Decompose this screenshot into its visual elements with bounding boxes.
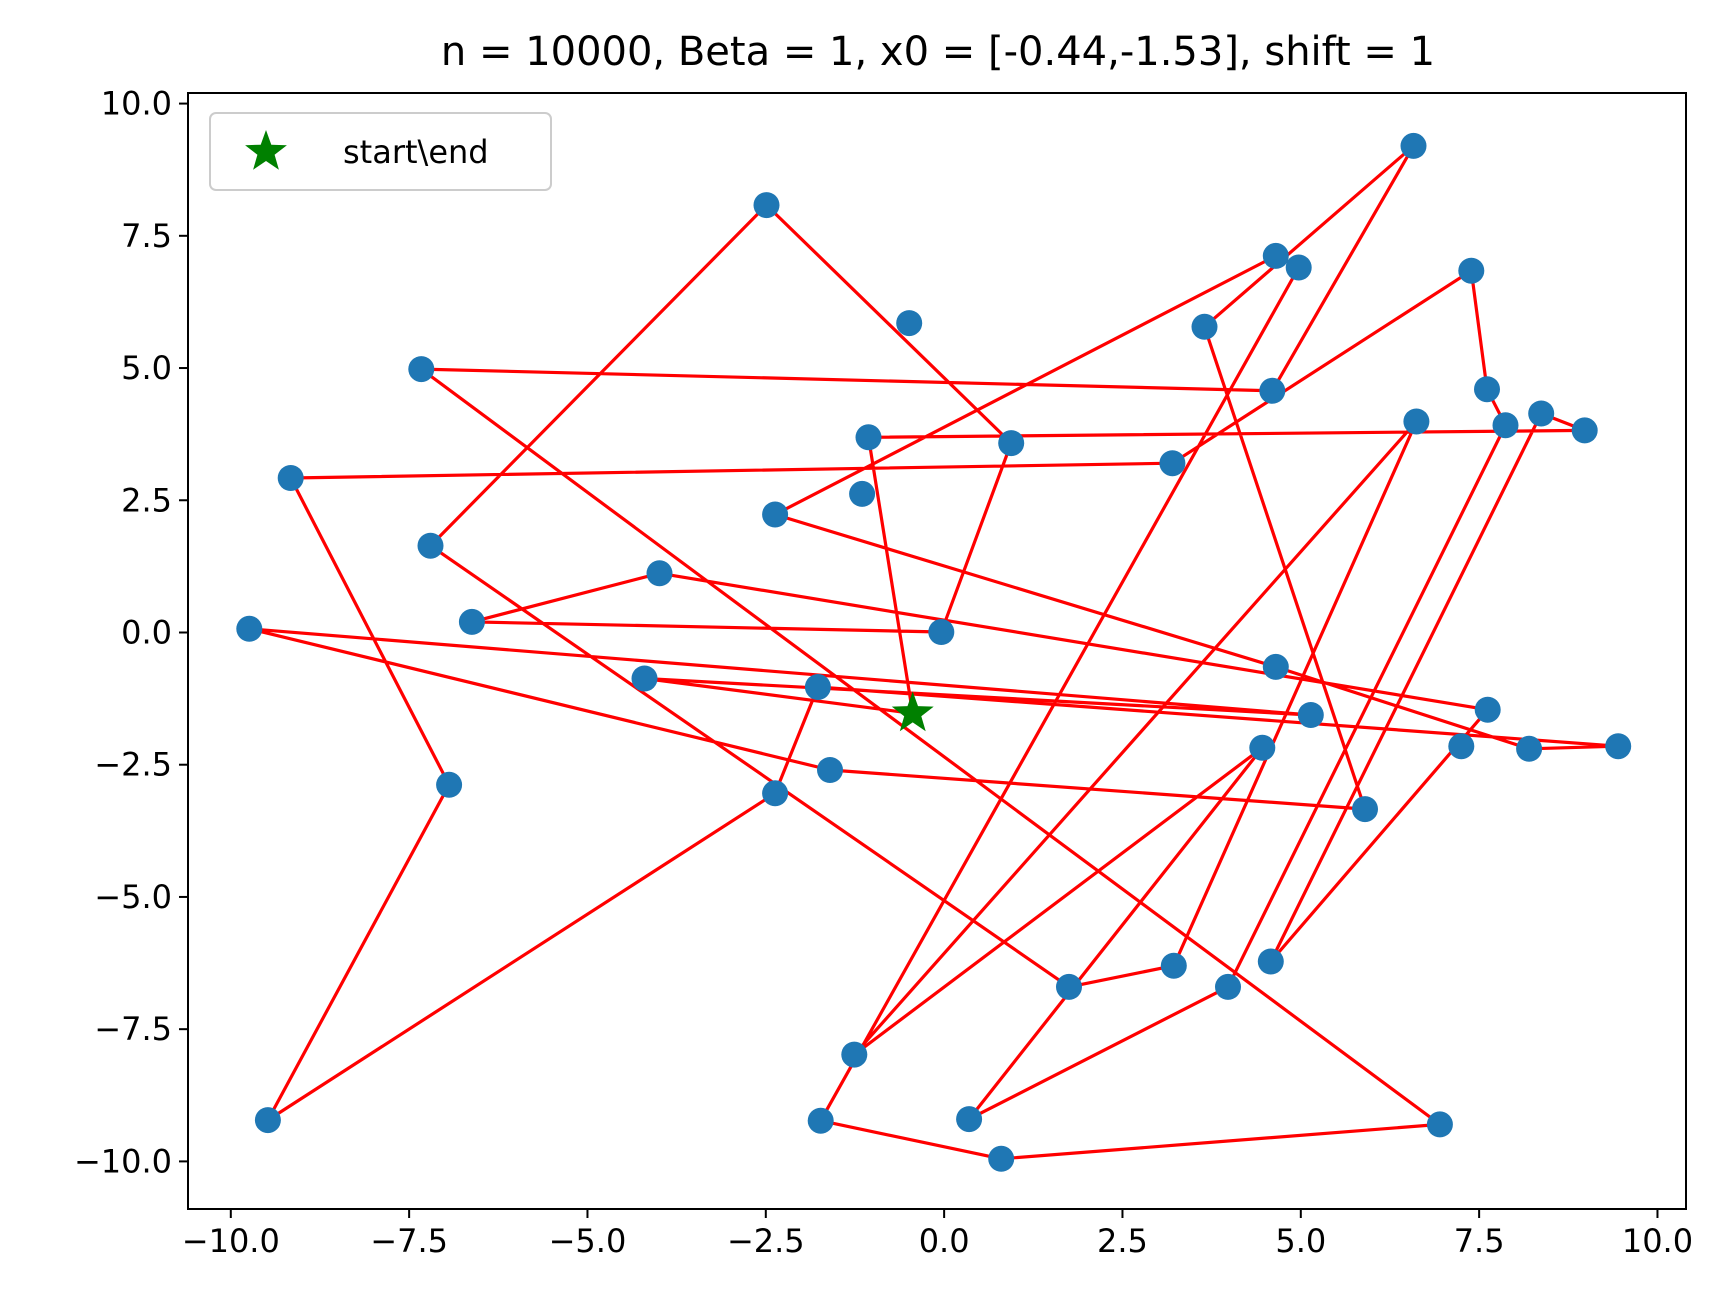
- data-point: [762, 501, 789, 528]
- data-point: [277, 465, 304, 491]
- data-point: [1474, 376, 1500, 403]
- data-point: [1605, 733, 1632, 760]
- data-point: [458, 608, 485, 635]
- data-point: [804, 674, 831, 700]
- data-point: [1056, 973, 1082, 1000]
- data-point: [807, 1107, 834, 1134]
- data-point: [849, 480, 876, 507]
- y-tick-label: −7.5: [94, 1010, 172, 1048]
- data-point: [1352, 796, 1378, 823]
- data-point: [1262, 653, 1289, 680]
- data-point: [254, 1107, 281, 1134]
- y-tick-label: −2.5: [94, 746, 172, 784]
- data-point: [855, 424, 882, 451]
- x-tick-label: −5.0: [549, 1222, 627, 1260]
- data-point: [1528, 400, 1555, 427]
- axes: −10.0 −7.5 −5.0 −2.5 0.0 2.5 5.0 7.5 10.0 10.0 7.5…: [74, 85, 1693, 1260]
- y-tick-label: −10.0: [74, 1142, 172, 1180]
- data-point: [1285, 254, 1312, 281]
- data-point: [1297, 702, 1324, 728]
- data-point: [1426, 1111, 1453, 1138]
- data-point: [646, 560, 673, 587]
- data-points: [236, 132, 1632, 1172]
- data-point: [998, 430, 1025, 457]
- data-point: [631, 665, 658, 692]
- data-point: [1458, 257, 1485, 284]
- data-point: [928, 619, 955, 645]
- y-tick-label: −5.0: [94, 878, 172, 916]
- x-tick-label: −10.0: [182, 1222, 280, 1260]
- data-point: [956, 1106, 983, 1133]
- legend-box: [209, 112, 552, 191]
- data-point: [236, 615, 263, 642]
- data-point: [1259, 377, 1286, 404]
- data-point: [417, 532, 444, 559]
- data-point: [1191, 313, 1218, 340]
- data-point: [753, 192, 780, 219]
- data-point: [1159, 450, 1186, 477]
- y-tick-label: 7.5: [121, 217, 172, 255]
- start-end-marker: [891, 691, 934, 732]
- x-tick-label: −7.5: [370, 1222, 448, 1260]
- y-tick-label: 10.0: [101, 85, 172, 123]
- axes-frame: [187, 92, 1687, 1210]
- data-point: [408, 356, 435, 383]
- chart-title: n = 10000, Beta = 1, x0 = [-0.44,-1.53],…: [441, 29, 1435, 75]
- data-point: [1160, 952, 1187, 979]
- plot-area: [188, 93, 1686, 1209]
- legend: start\end: [209, 112, 552, 191]
- x-tick-label: 5.0: [1275, 1222, 1326, 1260]
- data-point: [1400, 132, 1427, 159]
- legend-label: start\end: [343, 133, 489, 171]
- data-point: [841, 1041, 868, 1068]
- y-tick-label: 0.0: [121, 613, 172, 651]
- data-point: [1215, 973, 1241, 1000]
- data-point: [1257, 948, 1284, 975]
- data-point: [1492, 412, 1519, 439]
- x-tick-label: 2.5: [1097, 1222, 1148, 1260]
- start-end-marker-group: [891, 691, 934, 732]
- x-tick-label: 7.5: [1454, 1222, 1505, 1260]
- data-point: [1474, 696, 1501, 723]
- legend-star-icon: [245, 130, 287, 170]
- data-point: [1516, 735, 1543, 762]
- data-point: [817, 757, 843, 783]
- plot-background: [188, 93, 1686, 1209]
- data-point: [762, 780, 789, 807]
- x-tick-label: −2.5: [727, 1222, 805, 1260]
- data-point: [436, 771, 463, 798]
- y-tick-label: 2.5: [121, 481, 172, 519]
- data-point: [1571, 417, 1598, 444]
- x-tick-label: 0.0: [919, 1222, 970, 1260]
- data-point: [1262, 242, 1289, 269]
- data-point: [896, 310, 923, 337]
- data-point: [1249, 734, 1276, 761]
- data-point: [988, 1145, 1015, 1172]
- x-tick-label: 10.0: [1622, 1222, 1693, 1260]
- data-point: [1448, 733, 1475, 760]
- y-tick-label: 5.0: [121, 349, 172, 387]
- data-point: [1403, 408, 1430, 435]
